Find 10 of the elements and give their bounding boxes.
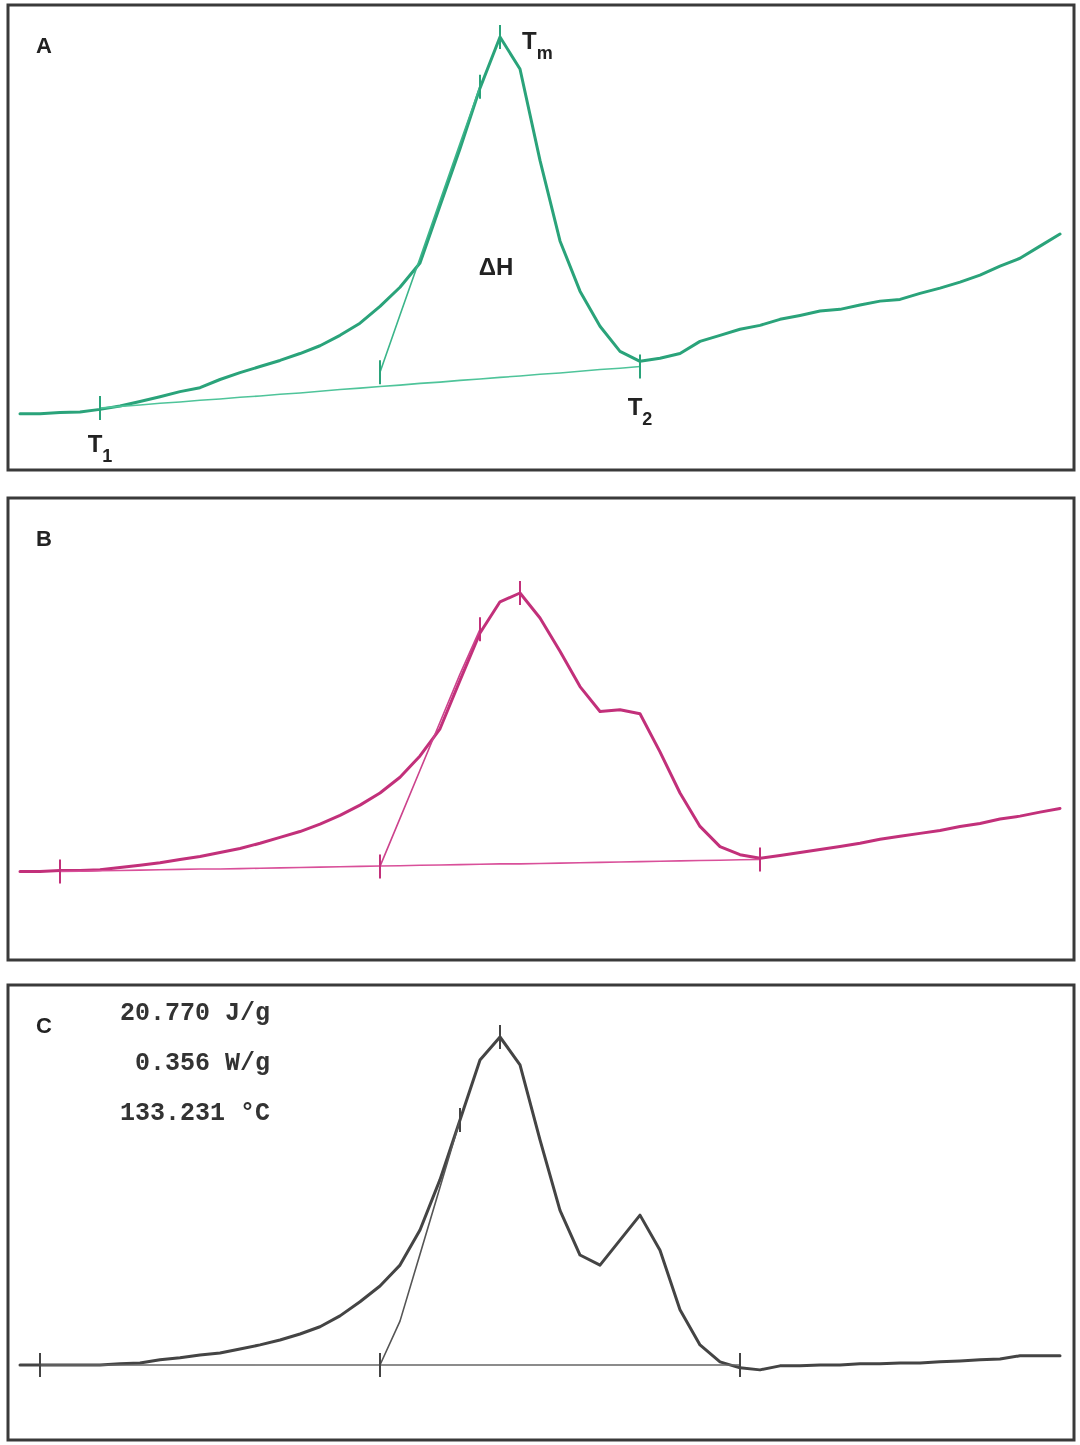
annotation: 133.231 °C [119, 1099, 270, 1128]
annotation: T$_{1}$ [87, 430, 113, 467]
chart-title: B [36, 526, 52, 551]
annotation: 0.356 W/g [134, 1049, 270, 1078]
text: 20.770 J/g [119, 999, 270, 1028]
chart-title: A [36, 33, 52, 58]
annotation: T$_{m}$ [522, 27, 553, 63]
annotation: T$_{2}$ [627, 392, 653, 429]
chart-title: C [36, 1013, 52, 1038]
annotation: ΔH [478, 253, 514, 281]
